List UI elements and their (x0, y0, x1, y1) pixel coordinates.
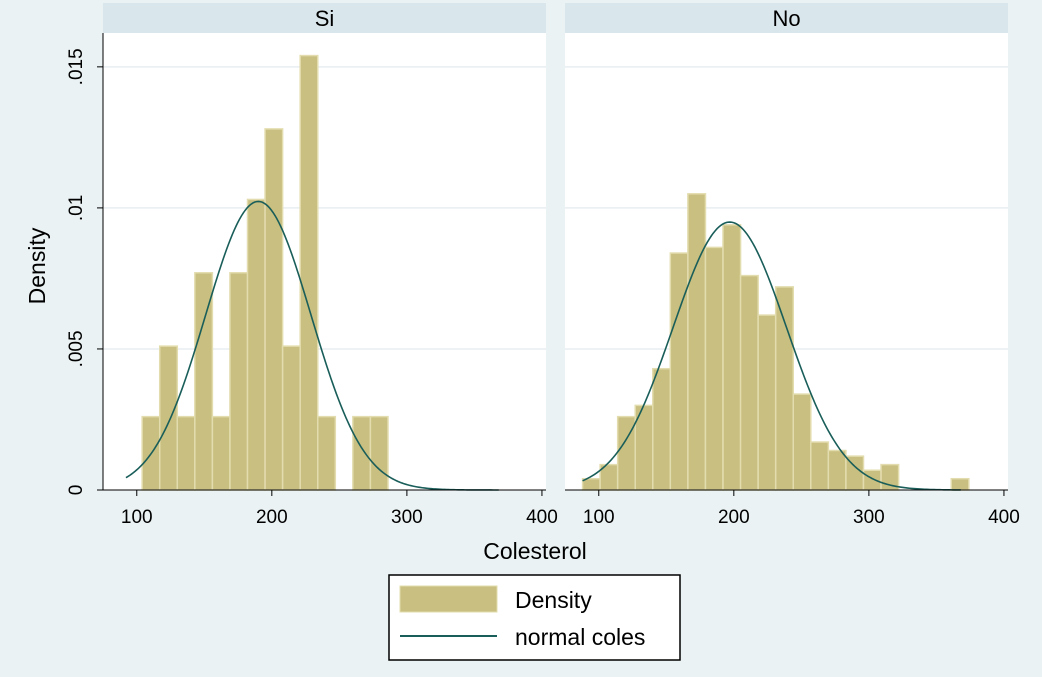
x-tick-label: 100 (583, 507, 615, 528)
x-tick-label: 200 (256, 507, 288, 528)
x-tick-label: 200 (718, 507, 750, 528)
histogram-bar (722, 224, 742, 491)
panel-strip (103, 3, 546, 33)
histogram-bar (757, 314, 777, 491)
y-tick-label: 0 (66, 485, 87, 496)
y-tick-label: .01 (66, 195, 87, 221)
histogram-bar (774, 286, 795, 491)
histogram-bar (194, 272, 214, 491)
histogram-bar (369, 415, 389, 491)
histogram-bar (704, 246, 724, 491)
y-tick-label: .005 (66, 330, 87, 367)
y-axis-title: Density (24, 227, 50, 304)
histogram-bar (229, 272, 249, 491)
x-tick-label: 300 (391, 507, 423, 528)
histogram-bar (176, 415, 196, 491)
histogram-bar (299, 54, 319, 491)
histogram-bar (211, 415, 231, 491)
panel-no: No 100 200 300 400 (565, 3, 1020, 528)
legend-label-normal: normal coles (515, 624, 645, 650)
panel-si: Si 100 200 300 400 0 .005 .01 .015 (66, 3, 558, 528)
panel-title: No (772, 6, 800, 31)
legend-label-density: Density (515, 587, 592, 613)
histogram-bar (792, 393, 812, 491)
panels: Si 100 200 300 400 0 .005 .01 .015 No 100 200 300 400 (66, 3, 1020, 528)
histogram-bar (652, 367, 672, 491)
histogram-bar (281, 345, 301, 491)
x-tick-label: 300 (853, 507, 885, 528)
histogram-bar (158, 345, 179, 491)
histogram-bar (246, 198, 266, 491)
histogram-bar (316, 415, 337, 491)
panel-title: Si (315, 6, 335, 31)
x-tick-label: 400 (526, 507, 558, 528)
histogram-bar (827, 449, 847, 491)
x-tick-label: 400 (988, 507, 1020, 528)
normal-curve (582, 221, 961, 491)
x-axis-title: Colesterol (483, 538, 587, 564)
histogram-bar (687, 193, 707, 491)
histogram-bar (862, 469, 882, 491)
normal-curve (125, 200, 499, 491)
histogram-bar (810, 441, 830, 491)
legend-swatch-density (399, 585, 498, 613)
histogram-bar (669, 252, 689, 491)
y-tick-label: .015 (66, 48, 87, 85)
legend: Density normal coles (388, 574, 681, 661)
histogram-bar (950, 477, 970, 491)
panel-strip (565, 3, 1008, 33)
x-tick-label: 100 (121, 507, 153, 528)
histogram-bar (352, 415, 372, 491)
histogram-bar (264, 128, 284, 491)
histogram-bar (739, 274, 759, 491)
